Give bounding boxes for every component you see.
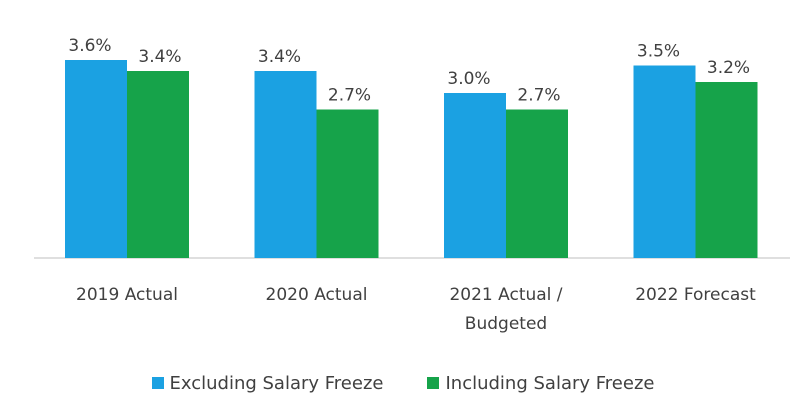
legend: Excluding Salary Freeze Including Salary…	[0, 366, 806, 400]
category-label-1: 2020 Actual	[266, 285, 368, 305]
legend-label-excluding: Excluding Salary Freeze	[169, 372, 384, 394]
data-label-including-0: 3.4%	[138, 47, 181, 67]
data-label-excluding-3: 3.5%	[637, 42, 680, 62]
bar-including-1	[316, 109, 379, 258]
bar-excluding-0	[65, 60, 127, 258]
bar-including-3	[695, 82, 758, 258]
legend-swatch-excluding	[151, 377, 164, 389]
data-label-including-2: 2.7%	[517, 86, 560, 106]
data-label-excluding-1: 3.4%	[258, 47, 301, 67]
bar-excluding-2	[444, 93, 506, 258]
category-label-3: 2022 Forecast	[635, 285, 756, 305]
bar-including-2	[506, 109, 568, 258]
bar-excluding-1	[254, 71, 317, 258]
data-label-excluding-0: 3.6%	[68, 36, 111, 56]
legend-swatch-including	[427, 377, 440, 389]
legend-item-including: Including Salary Freeze	[427, 373, 654, 394]
category-label-0: 2019 Actual	[76, 285, 178, 305]
bar-excluding-3	[633, 65, 696, 258]
bar-including-0	[127, 71, 189, 258]
data-label-including-3: 3.2%	[707, 58, 750, 78]
legend-label-including: Including Salary Freeze	[445, 372, 655, 394]
bar-chart: 3.6% 3.4% 2019 Actual 3.4% 2.7% 2020 Actual 3.…	[34, 36, 790, 334]
legend-item-excluding: Excluding Salary Freeze	[151, 372, 384, 394]
data-label-including-1: 2.7%	[328, 86, 371, 106]
data-label-excluding-2: 3.0%	[447, 69, 490, 89]
category-label-2: 2021 Actual / Budgeted	[449, 285, 562, 334]
